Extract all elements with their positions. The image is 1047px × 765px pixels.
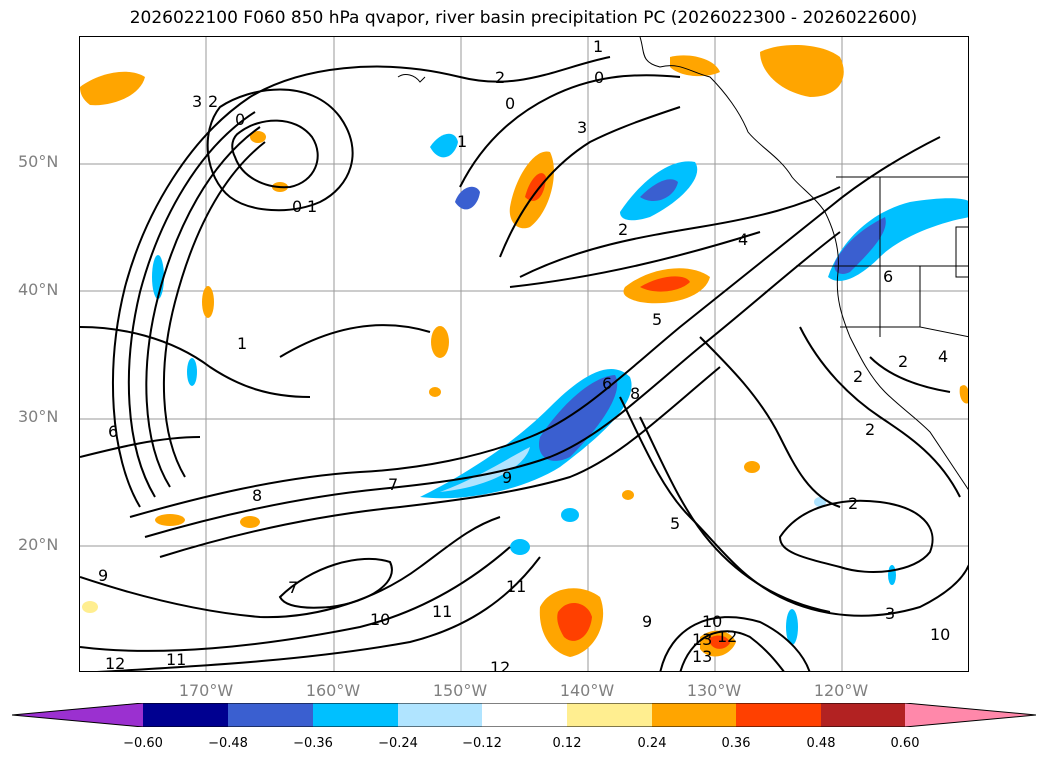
contour-label: 12: [490, 658, 510, 672]
colorbar-segment: [12, 703, 143, 727]
lat-label-30n: 30°N: [18, 407, 59, 426]
contour-label: 5: [670, 514, 680, 533]
colorbar-segment: [228, 703, 313, 727]
contour-label: 4: [738, 230, 748, 249]
contour-label: 10: [702, 612, 722, 631]
colorbar-tick: −0.12: [462, 736, 502, 751]
lon-label-160w: 160°W: [305, 681, 361, 700]
contour-label: 11: [506, 577, 526, 596]
contour-label: 1: [307, 197, 317, 216]
contour-label: 10: [930, 625, 950, 644]
colorbar-tick: −0.24: [378, 736, 418, 751]
contour-label: 2: [865, 420, 875, 439]
colorbar-tick: 0.24: [637, 736, 667, 751]
colorbar-tick: −0.60: [123, 736, 163, 751]
colorbar-tick: 0.48: [806, 736, 836, 751]
colorbar-segment: [482, 703, 567, 727]
lon-label-170w: 170°W: [178, 681, 234, 700]
contour-label: 5: [652, 310, 662, 329]
contour-label: 2: [495, 68, 505, 87]
lat-label-40n: 40°N: [18, 280, 59, 299]
lat-label-50n: 50°N: [18, 152, 59, 171]
contour-label: 9: [642, 612, 652, 631]
contour-label: 3: [577, 118, 587, 137]
contour-label: 13: [692, 647, 712, 666]
contour-label: 6: [108, 422, 118, 441]
contour-label: 3: [885, 604, 895, 623]
colorbar-tick: −0.36: [293, 736, 333, 751]
lon-label-140w: 140°W: [559, 681, 615, 700]
contour-label: 7: [288, 578, 298, 597]
map-title: 2026022100 F060 850 hPa qvapor, river ba…: [129, 8, 918, 28]
contour-label: 2: [618, 220, 628, 239]
contour-label: 2: [848, 494, 858, 513]
colorbar-segment: [143, 703, 228, 727]
lat-label-20n: 20°N: [18, 535, 59, 554]
contour-label: 0: [235, 110, 245, 129]
colorbar: [12, 703, 1036, 727]
contour-label: 1: [593, 37, 603, 56]
contour-label: 0: [594, 68, 604, 87]
contour-label: 4: [938, 347, 948, 366]
contour-label: 0: [505, 94, 515, 113]
contour-label: 2: [898, 352, 908, 371]
contour-label: 7: [388, 475, 398, 494]
contour-label: 10: [370, 610, 390, 629]
lon-label-150w: 150°W: [432, 681, 488, 700]
map-canvas: 1 0 2 0 3 2 0 1 0 1 3 2 4 5 6 8 7 9 6 8 …: [80, 37, 968, 672]
contour-labels: 1 0 2 0 3 2 0 1 0 1 3 2 4 5 6 8 7 9 6 8 …: [98, 37, 950, 672]
colorbar-segment: [652, 703, 736, 727]
lon-label-120w: 120°W: [813, 681, 869, 700]
colorbar-tick: 0.60: [890, 736, 920, 751]
contour-label: 1: [237, 334, 247, 353]
lon-label-130w: 130°W: [686, 681, 742, 700]
colorbar-segment: [736, 703, 821, 727]
contour-label: 2: [208, 92, 218, 111]
contour-label: 12: [717, 627, 737, 646]
contour-label: 9: [98, 566, 108, 585]
contour-label: 2: [853, 367, 863, 386]
contour-label: 6: [883, 267, 893, 286]
contour-label: 1: [457, 132, 467, 151]
contour-label: 3: [192, 92, 202, 111]
colorbar-tick: 0.36: [721, 736, 751, 751]
contour-label: 6: [602, 374, 612, 393]
contour-label: 11: [432, 602, 452, 621]
colorbar-segment: [398, 703, 482, 727]
colorbar-segment: [567, 703, 652, 727]
contour-label: 0: [292, 197, 302, 216]
contour-label: 11: [166, 650, 186, 669]
coastline: [397, 37, 968, 490]
colorbar-tick: −0.48: [208, 736, 248, 751]
colorbar-segment: [905, 703, 1036, 727]
contour-label: 8: [252, 486, 262, 505]
contour-label: 8: [630, 384, 640, 403]
qvapor-contours: [80, 56, 968, 671]
contour-label: 9: [502, 468, 512, 487]
contour-label: 12: [105, 654, 125, 672]
map-plot-area[interactable]: 1 0 2 0 3 2 0 1 0 1 3 2 4 5 6 8 7 9 6 8 …: [79, 36, 969, 672]
colorbar-tick: 0.12: [552, 736, 582, 751]
contour-label: 13: [692, 630, 712, 649]
colorbar-segment: [821, 703, 905, 727]
colorbar-segment: [313, 703, 398, 727]
